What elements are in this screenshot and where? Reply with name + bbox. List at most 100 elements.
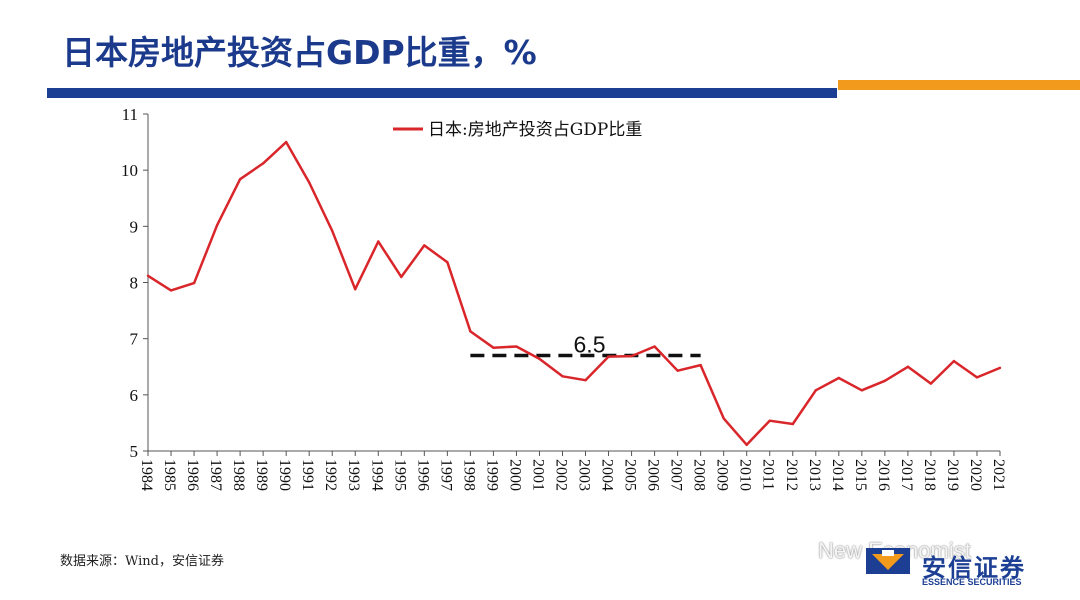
data-point xyxy=(331,229,334,233)
x-tick-label: 2021 xyxy=(990,459,1007,491)
data-point xyxy=(192,281,196,285)
x-tick-label: 2020 xyxy=(967,459,984,491)
data-point xyxy=(745,443,748,447)
x-tick-label: 2001 xyxy=(529,459,546,491)
series-group xyxy=(146,140,1002,447)
data-point xyxy=(538,357,541,361)
data-point xyxy=(722,417,725,420)
series-line xyxy=(147,140,1001,447)
x-tick-label: 2014 xyxy=(829,459,846,491)
x-tick-label: 2019 xyxy=(944,459,961,491)
company-logo: 安信证券 ESSENCE SECURITIES xyxy=(866,548,1056,590)
x-tick-label: 2015 xyxy=(852,459,869,491)
reference-line-group: 6.5 xyxy=(470,332,701,358)
y-tick-label: 8 xyxy=(130,274,139,293)
x-tick-label: 2018 xyxy=(921,459,938,491)
data-point xyxy=(146,274,150,277)
y-tick-label: 6 xyxy=(130,386,139,405)
x-tick-label: 1988 xyxy=(230,459,247,491)
chart-ticks: 5 6 7 8 9 10 11 1984 1985 1986 1987 1988 1989 1990 199… xyxy=(121,105,1007,491)
data-point xyxy=(860,389,864,392)
data-point xyxy=(676,369,679,372)
x-tick-label: 1996 xyxy=(414,459,431,491)
x-tick-label: 2016 xyxy=(875,459,892,491)
x-tick-label: 2017 xyxy=(898,459,915,491)
x-tick-label: 1985 xyxy=(161,459,178,491)
data-point xyxy=(307,181,311,184)
x-tick-label: 1999 xyxy=(483,459,500,491)
x-tick-label: 1986 xyxy=(184,459,201,491)
data-point xyxy=(975,376,979,379)
y-tick-label: 11 xyxy=(122,105,138,124)
essence-logo-icon xyxy=(866,548,910,574)
logo-english-name: ESSENCE SECURITIES xyxy=(922,577,1022,587)
data-point xyxy=(906,365,910,368)
data-point xyxy=(261,162,265,165)
data-point xyxy=(998,366,1002,370)
data-point xyxy=(837,376,841,380)
x-tick-label: 2005 xyxy=(622,459,639,491)
data-point xyxy=(561,375,564,378)
source-note: 数据来源：Wind，安信证券 xyxy=(60,554,224,569)
x-tick-label: 2007 xyxy=(668,459,685,491)
y-tick-label: 10 xyxy=(121,161,138,180)
data-point xyxy=(215,224,219,227)
data-point xyxy=(883,379,887,382)
x-tick-label: 1987 xyxy=(207,459,224,491)
x-tick-label: 1990 xyxy=(276,459,293,491)
x-tick-label: 2002 xyxy=(552,459,569,491)
y-tick-label: 7 xyxy=(130,330,139,349)
x-tick-label: 2012 xyxy=(783,459,800,491)
data-point xyxy=(630,354,633,358)
x-tick-label: 1997 xyxy=(437,459,454,491)
x-tick-label: 2003 xyxy=(576,459,593,491)
logo-chinese-name: 安信证券 xyxy=(922,554,1026,582)
data-point xyxy=(354,288,357,291)
data-point xyxy=(515,345,518,348)
data-point xyxy=(377,240,380,243)
data-point xyxy=(169,289,173,292)
x-tick-label: 2013 xyxy=(806,459,823,491)
x-tick-label: 2010 xyxy=(737,459,754,491)
data-point xyxy=(469,330,472,333)
data-point xyxy=(423,244,426,247)
data-point xyxy=(791,422,794,426)
data-point xyxy=(284,140,288,144)
x-tick-label: 1998 xyxy=(460,459,477,491)
header-divider-orange xyxy=(838,80,1080,90)
data-point xyxy=(699,363,702,367)
reference-line-label: 6.5 xyxy=(574,332,606,358)
data-point xyxy=(929,382,933,385)
data-point xyxy=(400,275,403,279)
x-tick-label: 1993 xyxy=(345,459,362,491)
chart-legend: 日本:房地产投资占GDP比重 xyxy=(393,120,642,140)
data-point xyxy=(446,261,449,264)
x-tick-label: 2011 xyxy=(760,459,777,490)
legend-label: 日本:房地产投资占GDP比重 xyxy=(428,120,642,140)
data-point xyxy=(814,389,817,392)
data-point xyxy=(607,355,610,358)
x-tick-label: 1989 xyxy=(253,459,270,491)
data-point xyxy=(492,346,495,349)
page-title: 日本房地产投资占GDP比重，% xyxy=(62,33,537,72)
x-tick-label: 1995 xyxy=(391,459,408,491)
data-point xyxy=(584,379,587,382)
x-tick-label: 1992 xyxy=(322,459,339,491)
data-point xyxy=(952,359,956,363)
data-point xyxy=(238,177,242,181)
chart-axes xyxy=(147,114,1000,452)
header-divider-blue xyxy=(47,88,837,98)
x-tick-label: 2006 xyxy=(645,459,662,491)
x-tick-label: 1984 xyxy=(138,459,155,491)
x-tick-label: 1994 xyxy=(368,459,385,491)
x-tick-label: 1991 xyxy=(299,459,316,491)
x-tick-label: 2004 xyxy=(599,459,616,491)
y-tick-label: 9 xyxy=(130,217,139,236)
data-point xyxy=(768,419,771,422)
y-tick-label: 5 xyxy=(130,442,139,461)
data-point xyxy=(653,345,656,348)
x-tick-label: 2008 xyxy=(691,459,708,491)
x-tick-label: 2009 xyxy=(714,459,731,491)
x-tick-label: 2000 xyxy=(506,459,523,491)
